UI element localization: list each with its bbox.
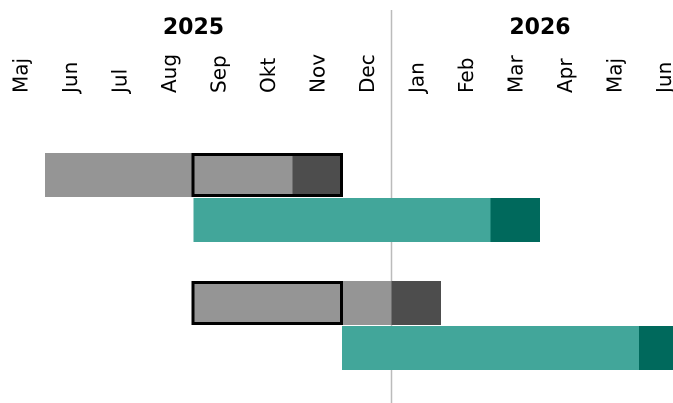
timeline-segment bbox=[639, 326, 673, 370]
month-label: Okt bbox=[256, 58, 280, 93]
highlight-outline bbox=[191, 281, 343, 325]
month-label: Jan bbox=[404, 62, 428, 95]
month-label: Jun bbox=[58, 62, 82, 95]
month-label: Aug bbox=[157, 54, 181, 93]
timeline-segment bbox=[193, 198, 491, 242]
timeline-segment bbox=[342, 326, 639, 370]
month-label: Apr bbox=[553, 58, 577, 93]
month-label: Maj bbox=[602, 58, 626, 93]
timeline-segment bbox=[391, 281, 441, 325]
year-label: 2025 bbox=[163, 15, 224, 40]
timeline-segment bbox=[490, 198, 540, 242]
highlight-outline bbox=[191, 153, 343, 197]
timeline-segment bbox=[193, 281, 392, 325]
month-label: Mar bbox=[503, 54, 527, 93]
month-label: Maj bbox=[8, 58, 32, 93]
month-label: Nov bbox=[305, 54, 329, 93]
month-label: Jun bbox=[652, 62, 673, 95]
timeline-segment bbox=[292, 153, 342, 197]
month-label: Jul bbox=[107, 69, 131, 95]
month-label: Feb bbox=[454, 58, 478, 93]
timeline-segment bbox=[45, 153, 293, 197]
month-label: Sep bbox=[206, 55, 230, 93]
year-label: 2026 bbox=[509, 15, 570, 40]
month-label: Dec bbox=[355, 54, 379, 93]
